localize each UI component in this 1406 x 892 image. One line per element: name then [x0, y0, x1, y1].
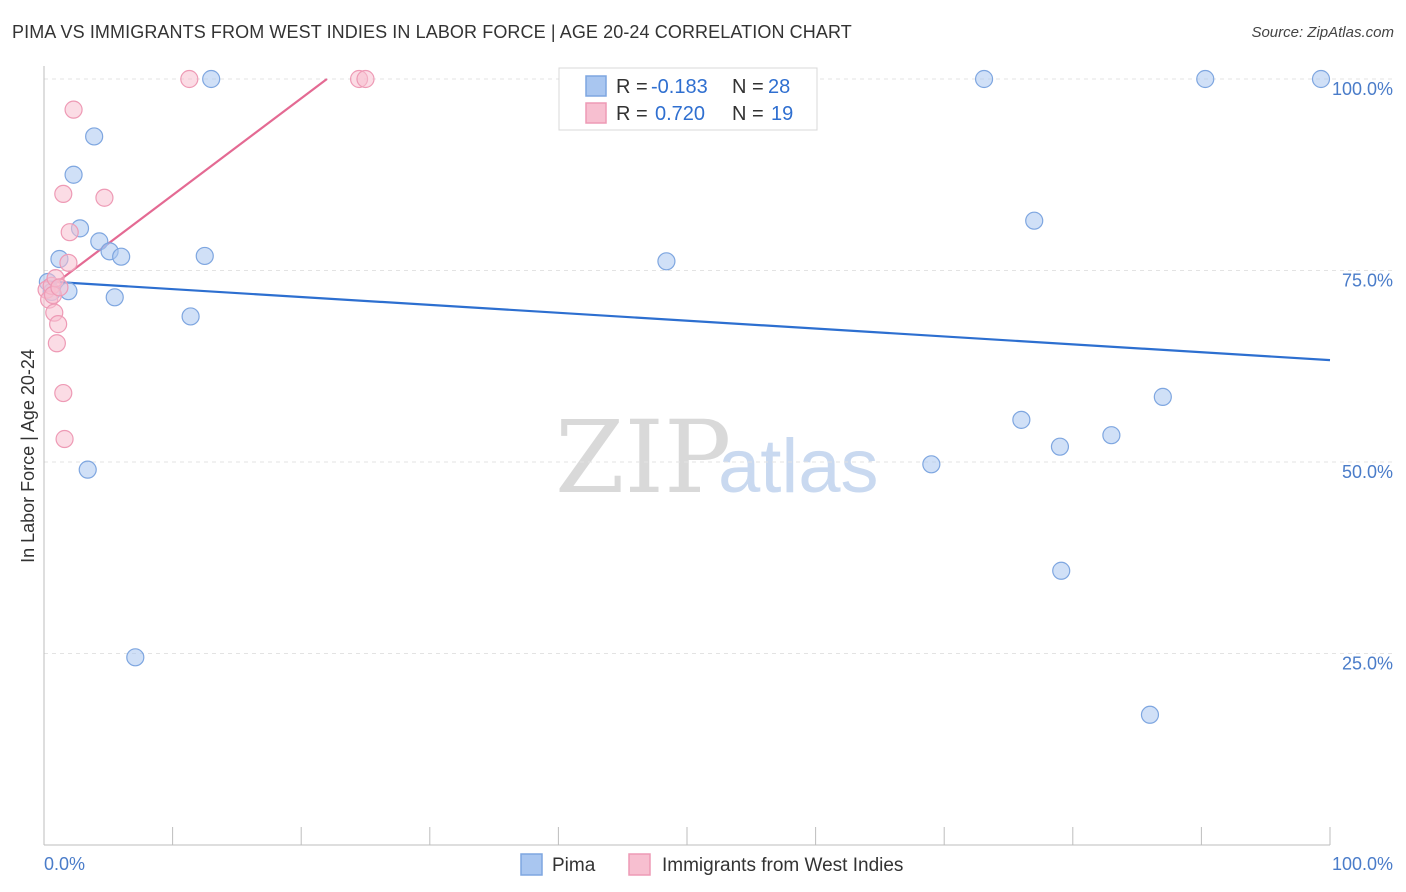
y-tick-label-3: 100.0% [1332, 79, 1393, 99]
source-label: Source: ZipAtlas.com [1251, 24, 1394, 41]
point-s0-20 [1025, 211, 1044, 230]
trend-line-1 [43, 78, 328, 293]
point-s0-26 [1196, 69, 1215, 89]
watermark: ZIP atlas [555, 399, 879, 516]
point-s1-11 [55, 429, 74, 449]
x-tick-label-right: 100.0% [1332, 854, 1393, 874]
point-s0-6 [78, 460, 97, 479]
point-s1-7 [49, 315, 68, 334]
stats-r-label-pima: R = [616, 76, 648, 98]
point-s0-18 [974, 69, 994, 89]
stats-n-value-pima: 28 [768, 76, 790, 98]
legend-swatch-pima [520, 853, 543, 876]
x-tick-label-left: 0.0% [44, 854, 85, 874]
y-tick-label-1: 50.0% [1342, 462, 1393, 482]
point-s1-8 [50, 278, 69, 297]
stats-n-label-west-indies: N = [732, 103, 764, 125]
point-s1-6 [47, 334, 66, 353]
point-s0-14 [195, 246, 214, 266]
point-s0-27 [1311, 69, 1331, 89]
stats-n-value-west-indies: 19 [771, 103, 793, 125]
point-s1-9 [54, 383, 73, 403]
chart-title: PIMA VS IMMIGRANTS FROM WEST INDIES IN L… [12, 22, 852, 42]
point-s0-7 [85, 127, 104, 146]
point-s1-10 [54, 184, 73, 203]
point-s1-15 [95, 188, 114, 207]
y-axis-label: In Labor Force | Age 20-24 [18, 349, 38, 563]
point-s0-16 [657, 252, 676, 271]
stats-box: R = -0.183 N = 28 R = 0.720 N = 19 [558, 67, 818, 131]
watermark-zip: ZIP [555, 399, 731, 516]
stats-swatch-pima [585, 75, 607, 97]
point-s0-19 [1012, 410, 1031, 429]
tick-labels: 25.0% 50.0% 75.0% 100.0% 0.0% 100.0% [44, 79, 1393, 874]
stats-r-value-west-indies: 0.720 [655, 103, 705, 125]
point-s0-10 [105, 288, 124, 307]
point-s0-15 [202, 69, 221, 89]
point-s0-23 [1102, 426, 1121, 445]
watermark-atlas: atlas [718, 424, 879, 509]
point-s0-12 [126, 648, 145, 667]
grid-lines [44, 78, 1392, 654]
legend: Pima Immigrants from West Indies [520, 853, 903, 876]
trend-line-0 [43, 280, 1331, 362]
point-s0-11 [112, 247, 131, 266]
stats-r-value-pima: -0.183 [651, 76, 708, 98]
point-s0-21 [1050, 437, 1070, 456]
point-s0-24 [1140, 705, 1160, 724]
point-s1-12 [59, 253, 78, 272]
point-s0-13 [181, 307, 200, 326]
trend-lines [43, 78, 1331, 362]
point-s1-14 [64, 100, 83, 119]
legend-swatch-west-indies [628, 853, 651, 876]
legend-label-pima: Pima [552, 855, 596, 876]
y-tick-label-0: 25.0% [1342, 654, 1393, 674]
y-tick-label-2: 75.0% [1342, 271, 1393, 291]
data-points [37, 69, 1331, 724]
point-s0-4 [64, 165, 83, 184]
point-s0-17 [922, 455, 941, 474]
point-s1-18 [356, 69, 375, 89]
point-s0-22 [1052, 561, 1071, 580]
stats-n-label-pima: N = [732, 76, 764, 98]
stats-r-label-west-indies: R = [616, 103, 648, 125]
legend-label-west-indies: Immigrants from West Indies [662, 855, 903, 876]
point-s1-13 [60, 223, 79, 242]
point-s1-16 [180, 69, 199, 89]
stats-swatch-west-indies [585, 102, 607, 124]
point-s0-25 [1153, 387, 1172, 406]
axes [43, 66, 1331, 846]
